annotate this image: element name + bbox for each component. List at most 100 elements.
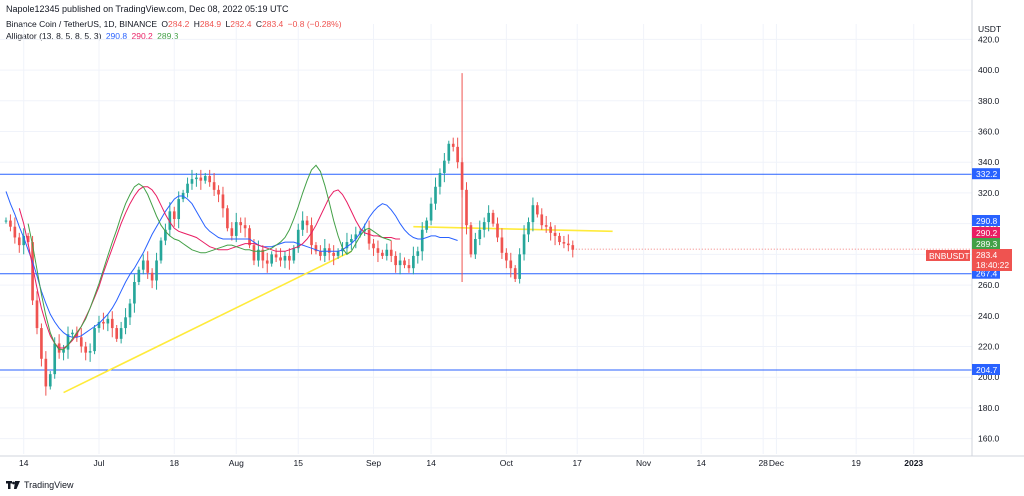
candle-down [217,189,220,195]
candle-up [412,255,415,269]
candle-down [279,257,282,261]
countdown-label-text: 18:40:22 [976,260,1009,270]
candle-up [62,349,65,353]
candle-up [177,199,181,220]
candle-up [292,248,296,261]
last-price-label-box [972,249,1012,271]
candle-up [190,179,194,184]
y-tick-label: 220.0 [978,342,1000,352]
candle-up [301,220,304,230]
candle-up [425,220,428,230]
high-value: 284.9 [199,19,222,29]
low-value: 282.4 [230,19,252,29]
high-label: H [193,19,200,29]
candle-down [288,255,291,261]
candle-down [540,214,544,226]
x-tick-label: 28 [758,458,768,468]
candle-down [221,194,225,209]
close-label: C [255,19,263,29]
y-tick-label: 320.0 [978,188,1000,198]
candle-down [239,222,243,226]
alligator-lines [5,164,458,351]
candle-down [562,242,566,244]
lips-value: 289.3 [157,31,179,41]
x-tick-label: Oct [500,458,514,468]
candle-up [487,212,490,223]
teeth-value: 290.2 [131,31,153,41]
level-label-text: 204.7 [976,365,998,375]
candle-up [22,235,26,246]
candle-up [482,222,486,230]
candle-down [261,249,265,261]
candle-up [159,240,163,261]
alligator-price-label-text: 289.3 [976,239,998,249]
candle-up [4,220,8,222]
candle-up [168,211,172,230]
candle-down [394,255,397,266]
candle-up [93,328,96,352]
candle-down [327,248,331,253]
candle-down [465,189,468,226]
candle-down [513,268,517,279]
jaw-value: 290.8 [105,31,128,41]
alligator-price-label-text: 290.2 [976,228,998,238]
candle-up [478,229,482,239]
candle-up [447,143,451,161]
x-tick-label: 18 [170,458,180,468]
y-tick-label: 180.0 [978,403,1000,413]
time-axis[interactable]: 14 Jul 18 Aug 15 Sep 14 Oct 17 Nov 14 28 Dec 19 2023 [0,455,1024,468]
candle-up [53,343,57,375]
candle-down [208,176,212,183]
candle-down [79,337,83,347]
candle-up [106,318,110,324]
candle-down [451,143,455,147]
candle-up [296,229,300,249]
candle-up [133,282,136,304]
alligator-jaw-line [5,191,458,338]
candle-up [354,234,358,239]
candle-down [110,318,114,329]
chart-legend: Binance Coin / TetherUS, 1D, BINANCE O28… [6,18,342,42]
candle-down [305,220,309,226]
candle-down [567,243,570,246]
candle-down [367,229,371,244]
tradingview-logo-icon [6,481,20,489]
open-label: O [161,19,169,29]
candle-down [536,205,539,215]
ohlc-row: Binance Coin / TetherUS, 1D, BINANCE O28… [6,18,342,30]
candle-down [496,223,499,238]
x-tick-label: Aug [229,458,244,468]
trendline [63,250,352,394]
y-tick-label: 240.0 [978,311,1000,321]
candle-down [248,228,251,246]
candle-up [474,239,477,255]
trendline [413,225,613,233]
x-tick-label: 14 [19,458,29,468]
x-tick-label: 15 [294,458,304,468]
candle-down [13,226,17,238]
candle-down [332,252,335,256]
candle-down [226,208,229,229]
candle-up [71,332,74,335]
candle-down [212,182,216,190]
candle-up [124,317,127,329]
candle-down [310,225,313,246]
candle-down [314,245,318,252]
candle-down [469,225,473,255]
level-label-box [972,363,1000,375]
candle-up [345,242,349,249]
candle-up [438,172,442,187]
x-tick-label: 14 [426,458,436,468]
candle-down [456,146,459,163]
x-tick-label: 19 [851,458,861,468]
candle-up [429,203,433,221]
level-label-box [972,267,1000,279]
y-tick-label: 380.0 [978,96,1000,106]
alligator-lips-line [27,164,392,351]
candle-up [97,321,101,329]
candle-down [372,243,375,249]
close-value: 283.4 [262,19,284,29]
footer: TradingView [6,480,74,490]
